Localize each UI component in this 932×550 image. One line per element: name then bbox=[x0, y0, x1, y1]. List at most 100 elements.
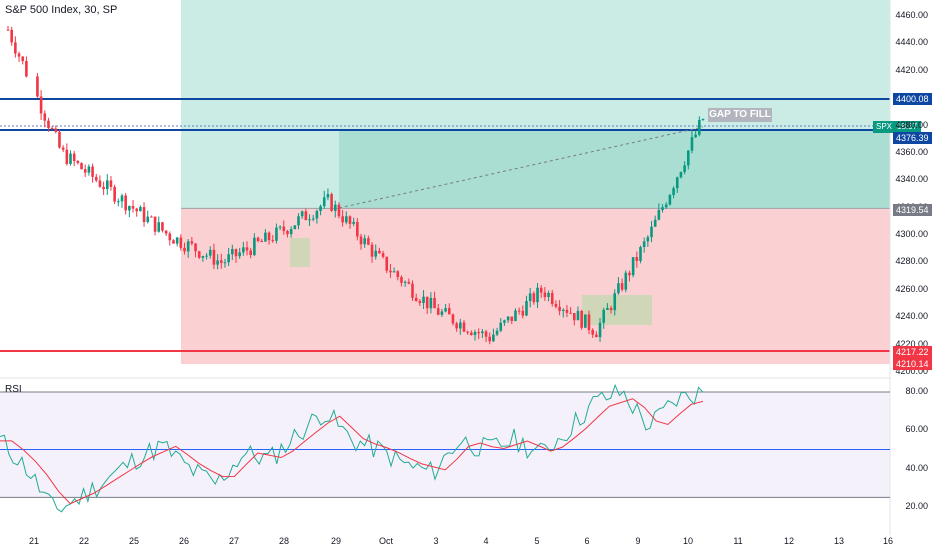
candle bbox=[429, 297, 433, 309]
candle bbox=[657, 210, 661, 220]
candle bbox=[686, 150, 690, 166]
date-tick: 3 bbox=[433, 536, 439, 546]
candle bbox=[238, 252, 241, 257]
candle bbox=[25, 61, 28, 77]
candle bbox=[418, 301, 422, 303]
candle bbox=[300, 211, 304, 217]
candle bbox=[642, 241, 646, 248]
candle bbox=[186, 241, 190, 252]
candle bbox=[451, 314, 455, 324]
candle bbox=[297, 216, 300, 226]
range-box-1 bbox=[290, 238, 310, 267]
candle bbox=[289, 229, 293, 235]
candle bbox=[396, 271, 400, 278]
candle bbox=[587, 314, 591, 330]
candle bbox=[76, 161, 80, 164]
candle bbox=[459, 322, 462, 329]
candle bbox=[488, 336, 492, 342]
candle bbox=[613, 293, 617, 311]
range-box-2 bbox=[582, 295, 652, 325]
candle bbox=[539, 287, 543, 293]
candle bbox=[473, 331, 477, 336]
candle bbox=[105, 180, 109, 190]
candle bbox=[256, 237, 260, 242]
candle bbox=[219, 260, 223, 263]
candle bbox=[128, 206, 131, 211]
candle bbox=[21, 56, 25, 62]
candle bbox=[345, 216, 348, 223]
candle bbox=[69, 153, 72, 164]
candle bbox=[14, 42, 17, 54]
candle bbox=[146, 216, 150, 223]
candle bbox=[109, 180, 113, 187]
candle bbox=[91, 166, 94, 177]
price-badge: 4217.22 bbox=[893, 346, 932, 358]
candle bbox=[83, 169, 87, 173]
date-tick: 9 bbox=[635, 536, 641, 546]
rsi-band bbox=[0, 392, 890, 498]
price-tick: 4340.00 bbox=[895, 174, 928, 185]
candle bbox=[591, 329, 594, 335]
candle bbox=[36, 76, 39, 97]
candle bbox=[569, 312, 572, 314]
candle bbox=[337, 204, 341, 217]
candle bbox=[403, 281, 407, 283]
rsi-tick: 80.00 bbox=[905, 386, 928, 396]
date-tick: 29 bbox=[330, 536, 341, 546]
candle bbox=[517, 310, 521, 312]
candle bbox=[701, 118, 705, 120]
candle bbox=[208, 249, 212, 256]
candle bbox=[370, 244, 374, 257]
trend-line bbox=[338, 126, 704, 209]
price-tick: 4300.00 bbox=[895, 229, 928, 240]
candle bbox=[536, 287, 539, 303]
candle bbox=[359, 236, 363, 245]
candle bbox=[117, 201, 120, 203]
date-tick: 12 bbox=[783, 536, 794, 546]
candle bbox=[392, 271, 396, 273]
loss-zone bbox=[181, 208, 890, 365]
candle bbox=[124, 195, 127, 211]
price-tick: 4440.00 bbox=[895, 37, 928, 48]
candle bbox=[455, 323, 458, 329]
candle bbox=[414, 297, 418, 302]
candle bbox=[179, 237, 183, 248]
candle bbox=[683, 165, 686, 173]
price-tick: 4220.00 bbox=[895, 338, 928, 349]
candle bbox=[242, 247, 245, 253]
candle bbox=[205, 255, 208, 257]
candle bbox=[249, 250, 252, 256]
price-tick: 4260.00 bbox=[895, 283, 928, 294]
candle bbox=[558, 306, 561, 312]
candle bbox=[565, 309, 569, 313]
rsi-tick: 40.00 bbox=[905, 462, 928, 473]
candle bbox=[374, 250, 378, 257]
candle bbox=[113, 186, 116, 202]
date-tick: 11 bbox=[733, 536, 743, 546]
candle bbox=[572, 313, 576, 321]
spx-badge: SPX bbox=[873, 121, 896, 133]
candle bbox=[304, 211, 308, 221]
price-tick: 4360.00 bbox=[895, 146, 928, 157]
candle bbox=[598, 322, 602, 338]
candle bbox=[322, 197, 326, 207]
candle bbox=[120, 195, 124, 202]
candle bbox=[400, 277, 403, 283]
rsi-label: RSI bbox=[5, 384, 22, 395]
price-tick: 4280.00 bbox=[895, 256, 928, 267]
gap-to-fill-label[interactable]: GAP TO FILL bbox=[708, 108, 772, 122]
price-badge: 4319.54 bbox=[893, 204, 932, 216]
candle bbox=[481, 331, 484, 334]
candle bbox=[477, 331, 480, 334]
candle bbox=[528, 293, 532, 301]
candle bbox=[561, 309, 565, 312]
profit-zone-inner bbox=[339, 130, 890, 209]
candle bbox=[183, 247, 186, 252]
date-tick: 16 bbox=[882, 536, 893, 546]
candle bbox=[102, 186, 105, 190]
candle bbox=[363, 238, 366, 245]
candle bbox=[499, 322, 503, 331]
candle bbox=[595, 334, 598, 338]
